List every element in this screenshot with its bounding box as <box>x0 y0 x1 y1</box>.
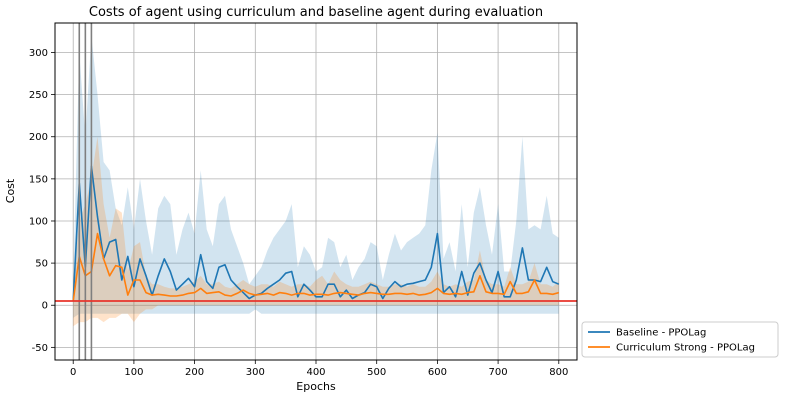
y-tick-label: 100 <box>29 216 48 227</box>
legend-box <box>581 321 779 358</box>
y-tick-label: 50 <box>35 259 48 270</box>
x-tick-label: 100 <box>124 367 143 378</box>
legend-label: Curriculum Strong - PPOLag <box>616 343 755 354</box>
series-line-2 <box>72 232 560 302</box>
x-tick-label: 0 <box>70 367 76 378</box>
y-tick-label: 0 <box>42 301 48 312</box>
x-axis-label: Epochs <box>296 380 336 393</box>
confidence-band-series-2 <box>73 136 559 327</box>
chart-title: Costs of agent using curriculum and base… <box>89 5 543 20</box>
x-tick-label: 800 <box>549 367 568 378</box>
x-tick-label: 200 <box>185 367 204 378</box>
legend-label: Baseline - PPOLag <box>616 328 706 339</box>
y-tick-label: 150 <box>29 174 48 185</box>
series-line-1 <box>72 165 560 302</box>
legend: Baseline - PPOLag Curriculum Strong - PPO… <box>581 321 779 358</box>
y-tick-label: -50 <box>32 343 48 354</box>
y-tick-label: 300 <box>29 48 48 59</box>
y-tick-label: 200 <box>29 132 48 143</box>
y-axis-label: Cost <box>4 178 17 203</box>
x-tick-label: 300 <box>246 367 265 378</box>
y-tick-label: 250 <box>29 90 48 101</box>
x-tick-label: 400 <box>306 367 325 378</box>
confidence-band-series-1 <box>73 35 559 318</box>
x-tick-label: 500 <box>367 367 386 378</box>
x-tick-label: 600 <box>428 367 447 378</box>
x-tick-label: 700 <box>489 367 508 378</box>
